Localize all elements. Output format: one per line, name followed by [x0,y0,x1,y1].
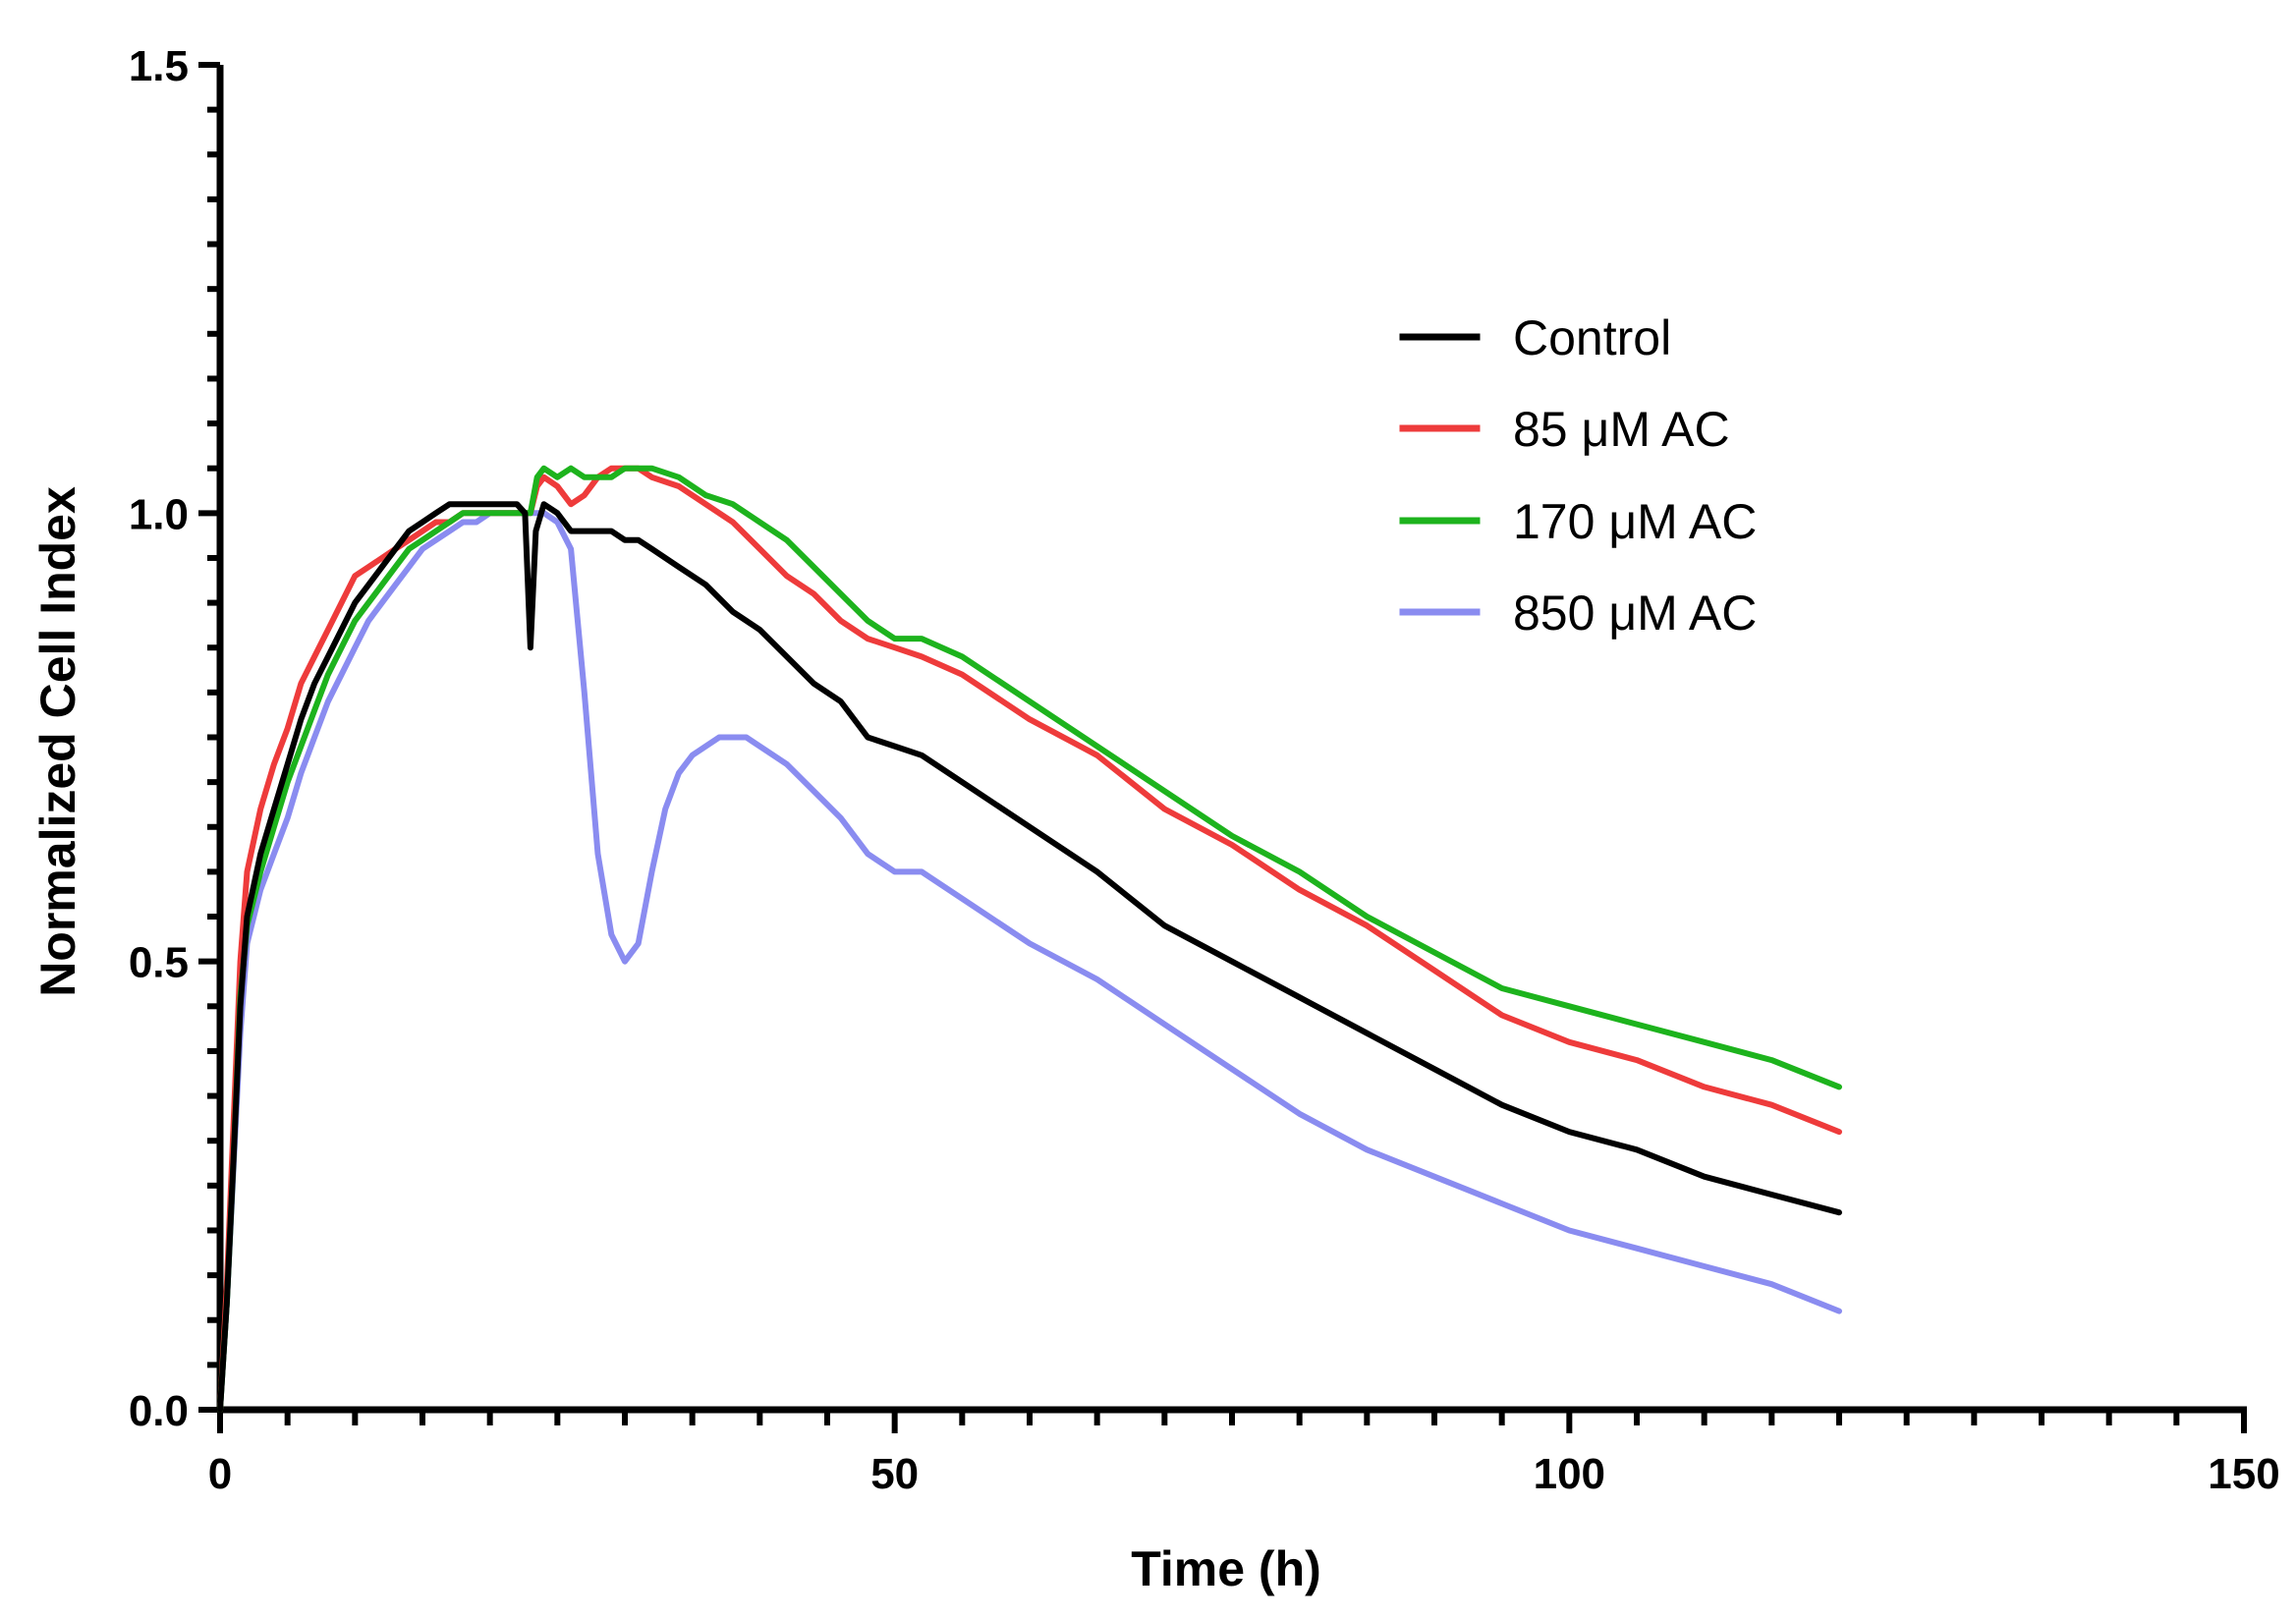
x-axis-title: Time (h) [1131,1541,1321,1596]
series-line-1 [217,465,1842,1413]
legend-label-850um: 850 μM AC [1513,586,1757,641]
y-tick-label: 0.0 [129,1387,189,1435]
y-tick-label: 0.5 [129,939,189,987]
y-axis-title: Normalized Cell Index [30,486,85,997]
x-tick-label: 100 [1534,1450,1605,1498]
y-tick-label: 1.5 [129,42,189,90]
series-line-2 [217,465,1842,1413]
series-line-0 [217,501,1842,1413]
x-tick-label: 150 [2208,1450,2279,1498]
plot-area [217,465,1842,1413]
axes: 0.0 0.5 1.0 1.5 0 50 100 150 [129,42,2280,1498]
legend-label-170um: 170 μM AC [1513,494,1757,549]
x-tick-label: 50 [870,1450,919,1498]
y-tick-label: 1.0 [129,490,189,538]
series-line-3 [217,510,1842,1413]
legend-label-control: Control [1513,310,1671,365]
legend-label-85um: 85 μM AC [1513,402,1730,457]
x-tick-label: 0 [208,1450,232,1498]
legend: Control 85 μM AC 170 μM AC 850 μM AC [1399,310,1757,641]
